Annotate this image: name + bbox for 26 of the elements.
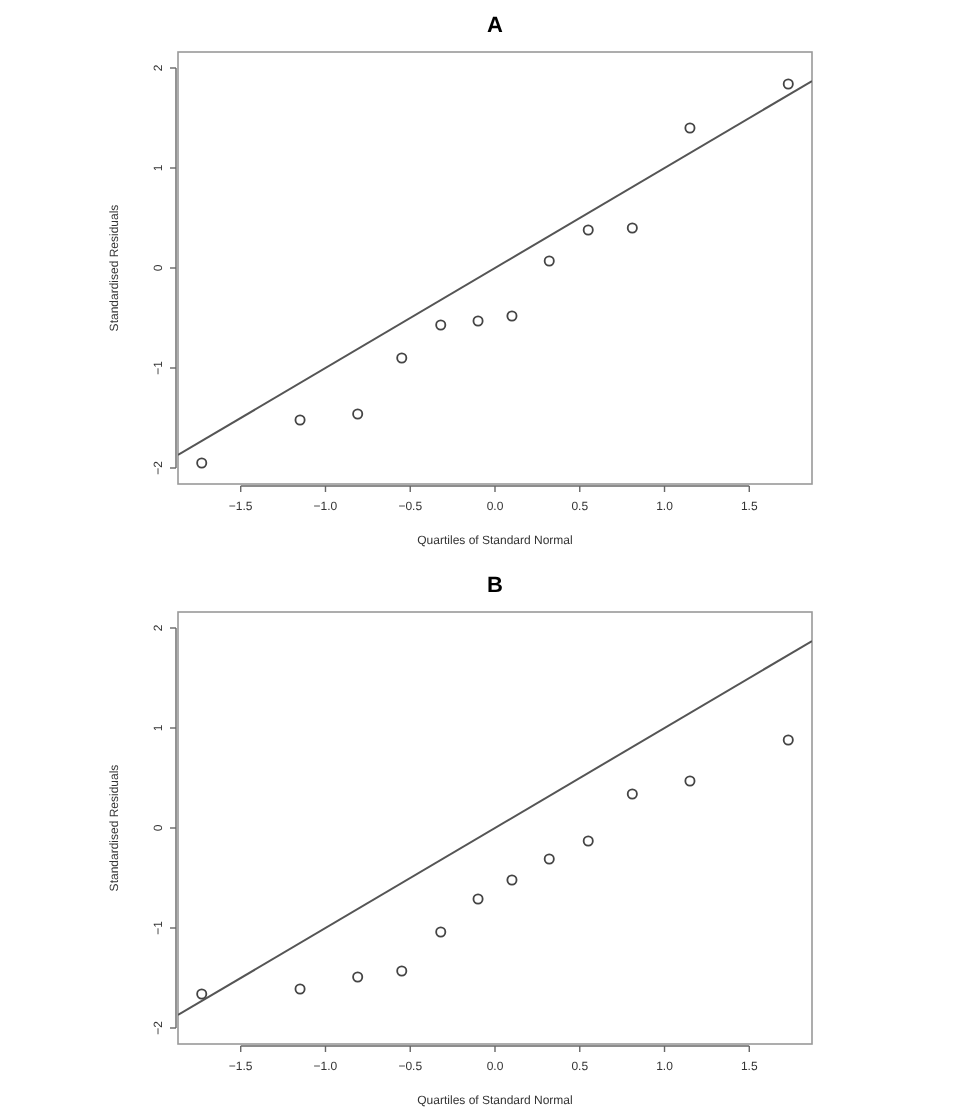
point <box>543 255 555 267</box>
point <box>582 224 594 236</box>
point <box>626 222 638 234</box>
point <box>506 310 518 322</box>
point <box>472 315 484 327</box>
point <box>435 926 447 938</box>
point <box>543 853 555 865</box>
point <box>352 408 364 420</box>
point <box>396 352 408 364</box>
point <box>684 122 696 134</box>
point <box>782 78 794 90</box>
point <box>506 874 518 886</box>
point <box>782 734 794 746</box>
point <box>435 319 447 331</box>
point <box>582 835 594 847</box>
point <box>196 457 208 469</box>
point <box>294 983 306 995</box>
point <box>294 414 306 426</box>
point <box>626 788 638 800</box>
point <box>352 971 364 983</box>
chart-title: B <box>487 574 504 598</box>
point <box>684 775 696 787</box>
point <box>196 988 208 1000</box>
point <box>396 965 408 977</box>
chart-title: A <box>487 14 504 38</box>
point <box>472 893 484 905</box>
